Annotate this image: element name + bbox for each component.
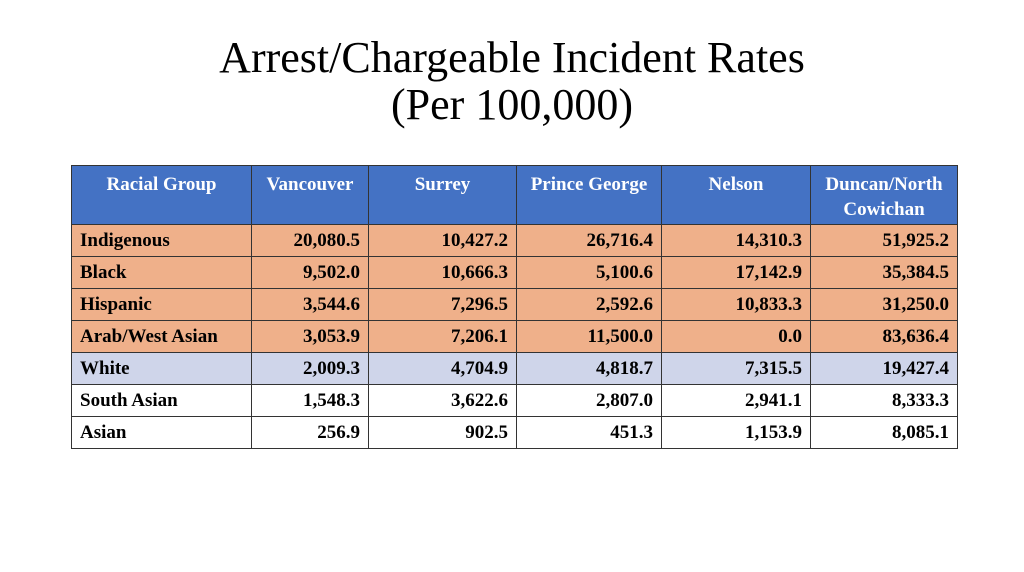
rate-cell: 10,666.3 [368, 256, 517, 289]
table-row: Hispanic 3,544.6 7,296.5 2,592.6 10,833.3 31,… [71, 288, 958, 321]
racial-group-cell: South Asian [71, 384, 252, 417]
rate-cell: 1,153.9 [661, 416, 811, 449]
rate-cell: 5,100.6 [516, 256, 662, 289]
rate-cell: 14,310.3 [661, 224, 811, 257]
column-header: Racial Group [71, 165, 252, 225]
rate-cell: 10,833.3 [661, 288, 811, 321]
column-header: Vancouver [251, 165, 369, 225]
rate-cell: 10,427.2 [368, 224, 517, 257]
table-row: Asian 256.9 902.5 451.3 1,153.9 8,085.1 [71, 416, 958, 449]
rate-cell: 2,009.3 [251, 352, 369, 385]
rate-cell: 256.9 [251, 416, 369, 449]
rate-cell: 7,315.5 [661, 352, 811, 385]
rate-cell: 2,941.1 [661, 384, 811, 417]
rate-cell: 19,427.4 [810, 352, 958, 385]
racial-group-cell: Black [71, 256, 252, 289]
column-header: Surrey [368, 165, 517, 225]
rate-cell: 51,925.2 [810, 224, 958, 257]
table-row: Arab/West Asian 3,053.9 7,206.1 11,500.0 0.0… [71, 320, 958, 353]
header-row: Racial Group Vancouver Surrey Prince George… [71, 165, 958, 225]
title-line-2: (Per 100,000) [391, 80, 633, 129]
rate-cell: 20,080.5 [251, 224, 369, 257]
title-line-1: Arrest/Chargeable Incident Rates [219, 33, 805, 82]
rates-table: Racial Group Vancouver Surrey Prince George… [71, 165, 958, 449]
rate-cell: 31,250.0 [810, 288, 958, 321]
rate-cell: 4,818.7 [516, 352, 662, 385]
rate-cell: 3,053.9 [251, 320, 369, 353]
table-row: White 2,009.3 4,704.9 4,818.7 7,315.5 19,427.… [71, 352, 958, 385]
rate-cell: 2,592.6 [516, 288, 662, 321]
rate-cell: 8,333.3 [810, 384, 958, 417]
column-header: Duncan/North Cowichan [810, 165, 958, 225]
rate-cell: 7,206.1 [368, 320, 517, 353]
rate-cell: 35,384.5 [810, 256, 958, 289]
rate-cell: 3,622.6 [368, 384, 517, 417]
table-row: Indigenous 20,080.5 10,427.2 26,716.4 14,310… [71, 224, 958, 257]
racial-group-cell: White [71, 352, 252, 385]
rate-cell: 1,548.3 [251, 384, 369, 417]
rate-cell: 11,500.0 [516, 320, 662, 353]
rate-cell: 7,296.5 [368, 288, 517, 321]
rate-cell: 9,502.0 [251, 256, 369, 289]
column-header: Nelson [661, 165, 811, 225]
rate-cell: 17,142.9 [661, 256, 811, 289]
rate-cell: 3,544.6 [251, 288, 369, 321]
rate-cell: 4,704.9 [368, 352, 517, 385]
rate-cell: 83,636.4 [810, 320, 958, 353]
rate-cell: 2,807.0 [516, 384, 662, 417]
rate-cell: 902.5 [368, 416, 517, 449]
rate-cell: 26,716.4 [516, 224, 662, 257]
table-row: South Asian 1,548.3 3,622.6 2,807.0 2,941.1 8… [71, 384, 958, 417]
racial-group-cell: Hispanic [71, 288, 252, 321]
rate-cell: 8,085.1 [810, 416, 958, 449]
rate-cell: 0.0 [661, 320, 811, 353]
racial-group-cell: Arab/West Asian [71, 320, 252, 353]
table-row: Black 9,502.0 10,666.3 5,100.6 17,142.9 35,38… [71, 256, 958, 289]
racial-group-cell: Asian [71, 416, 252, 449]
rate-cell: 451.3 [516, 416, 662, 449]
racial-group-cell: Indigenous [71, 224, 252, 257]
slide-title: Arrest/Chargeable Incident Rates (Per 10… [0, 34, 1024, 128]
column-header: Prince George [516, 165, 662, 225]
